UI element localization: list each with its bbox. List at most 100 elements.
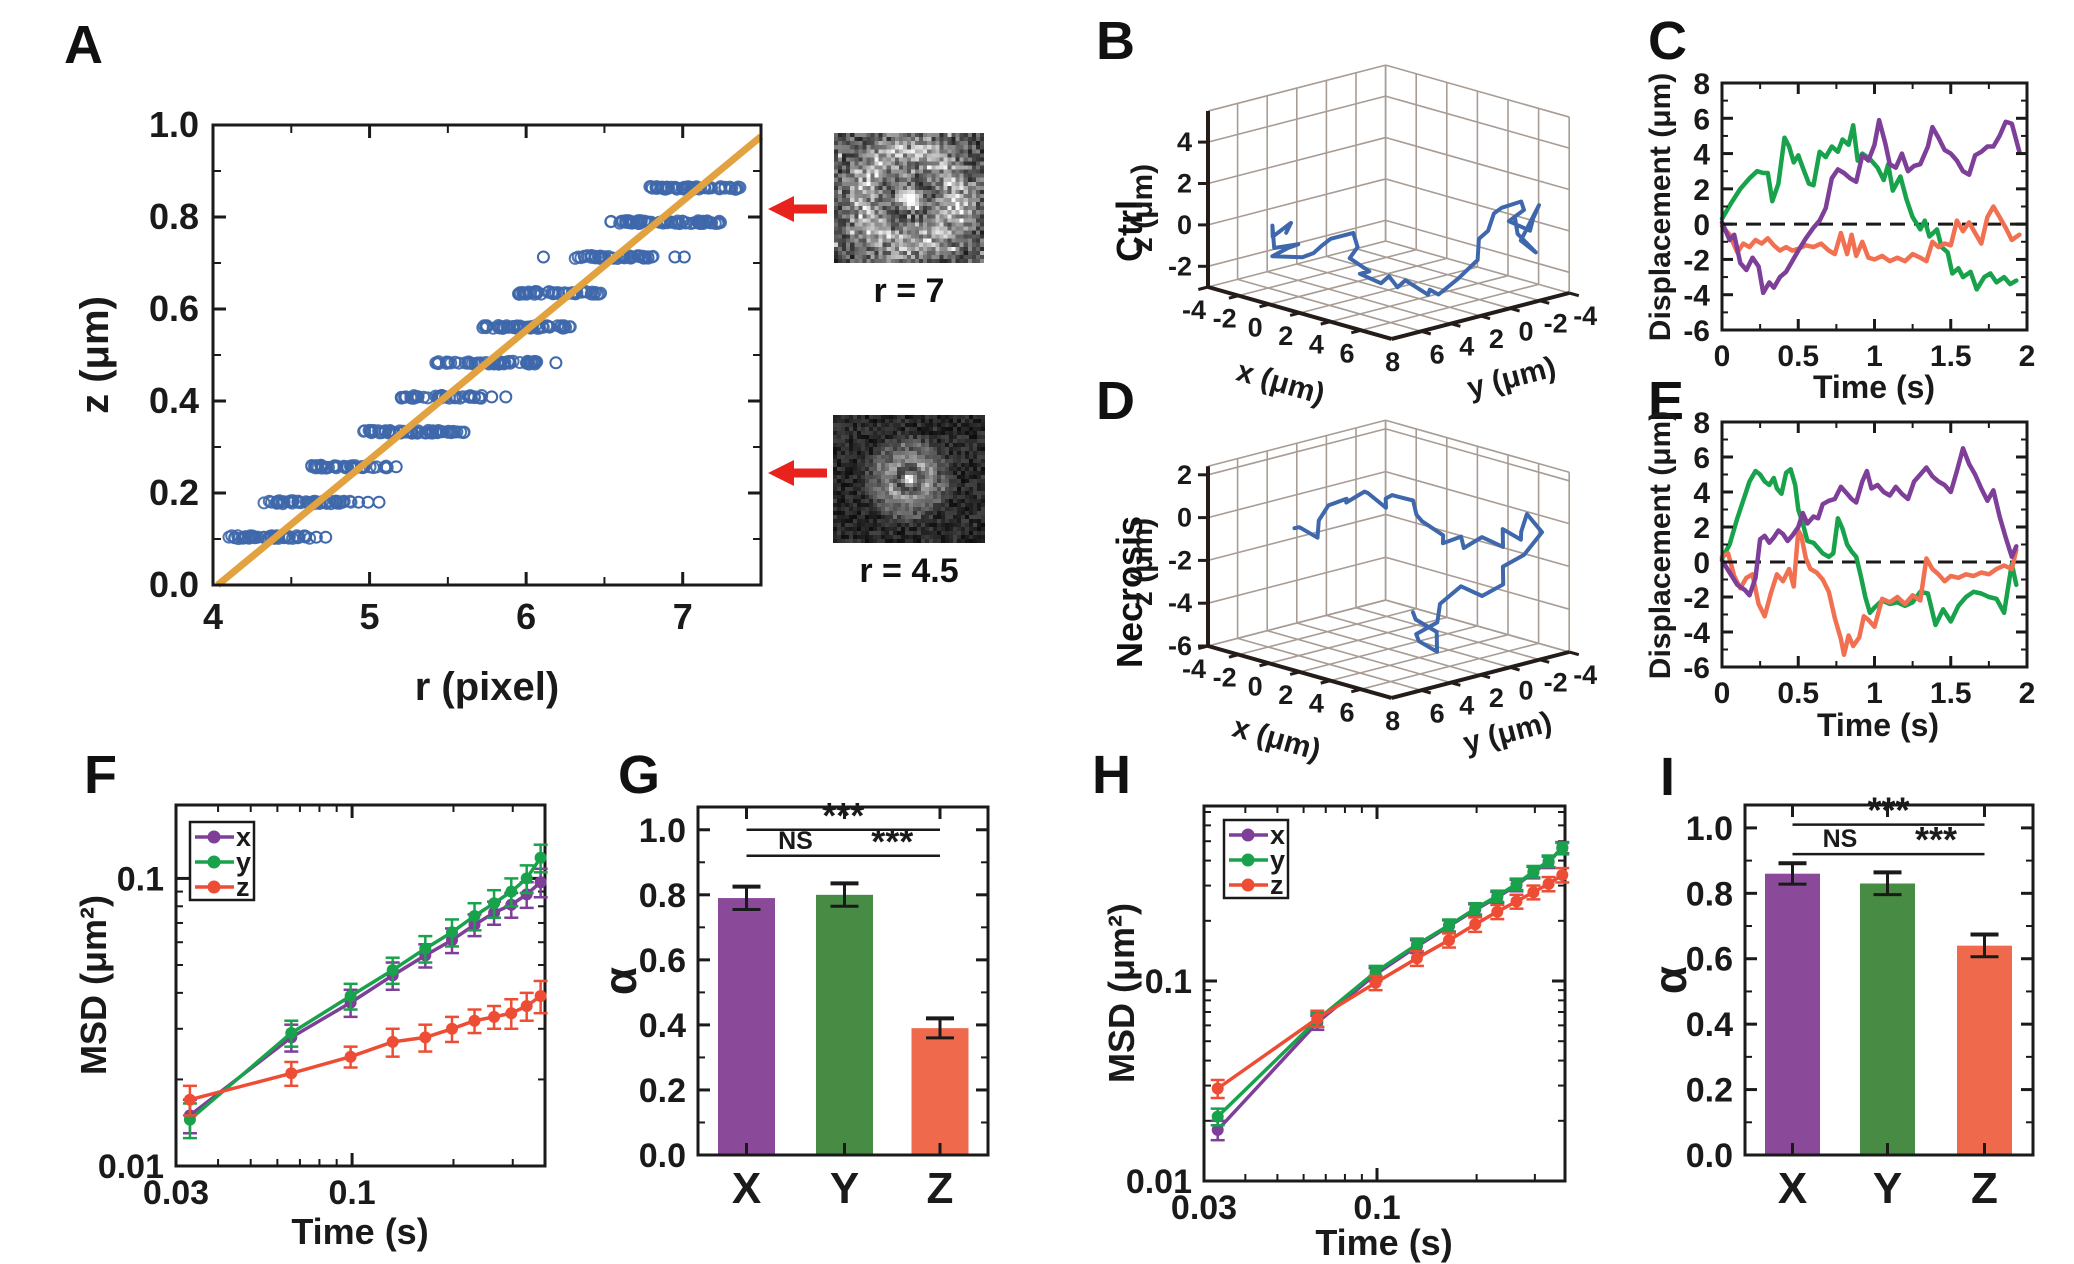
- svg-text:0.8: 0.8: [149, 196, 199, 237]
- svg-text:2: 2: [1693, 512, 1710, 545]
- svg-text:0.4: 0.4: [149, 380, 199, 421]
- svg-text:0: 0: [1693, 547, 1710, 580]
- inset-caption-r45: r = 4.5: [859, 552, 959, 590]
- svg-text:-2: -2: [1213, 304, 1237, 334]
- svg-text:4: 4: [1459, 332, 1474, 362]
- svg-text:0.4: 0.4: [1686, 1006, 1733, 1044]
- svg-text:4: 4: [1309, 689, 1324, 719]
- svg-text:0: 0: [1248, 671, 1263, 701]
- svg-text:0.1: 0.1: [1353, 1189, 1400, 1227]
- svg-text:Y: Y: [830, 1164, 859, 1213]
- svg-text:0.2: 0.2: [1686, 1072, 1733, 1110]
- panel-letter-c: C: [1648, 11, 1687, 71]
- svg-text:0: 0: [1177, 210, 1192, 240]
- svg-text:0.0: 0.0: [639, 1137, 686, 1175]
- svg-text:0.1: 0.1: [117, 860, 164, 898]
- svg-text:0.2: 0.2: [639, 1072, 686, 1110]
- svg-text:Time (s): Time (s): [291, 1211, 428, 1252]
- svg-text:2: 2: [1278, 680, 1293, 710]
- svg-text:-6: -6: [1168, 631, 1192, 661]
- svg-text:MSD (μm²): MSD (μm²): [73, 895, 114, 1075]
- svg-text:-2: -2: [1544, 309, 1568, 339]
- svg-text:***: ***: [1867, 790, 1909, 831]
- svg-text:8: 8: [1693, 68, 1710, 101]
- svg-text:0.03: 0.03: [1171, 1189, 1237, 1227]
- svg-text:Time (s): Time (s): [1817, 707, 1939, 743]
- svg-text:0.0: 0.0: [149, 564, 199, 605]
- svg-text:1.0: 1.0: [639, 812, 686, 850]
- svg-text:2: 2: [2019, 340, 2036, 373]
- svg-text:-4: -4: [1573, 660, 1597, 690]
- panel-letter-b: B: [1096, 11, 1135, 71]
- svg-text:MSD (μm²): MSD (μm²): [1101, 903, 1142, 1083]
- svg-text:***: ***: [871, 821, 913, 862]
- svg-text:X: X: [1778, 1164, 1807, 1213]
- panel-letter-d: D: [1096, 371, 1135, 431]
- svg-text:-2: -2: [1213, 663, 1237, 693]
- svg-text:8: 8: [1693, 407, 1710, 440]
- svg-text:r (pixel): r (pixel): [415, 665, 559, 709]
- svg-text:1: 1: [1866, 677, 1883, 710]
- svg-text:2: 2: [1177, 169, 1192, 199]
- svg-text:6: 6: [1339, 338, 1354, 368]
- svg-text:y: y: [236, 847, 251, 877]
- svg-text:x: x: [236, 822, 251, 852]
- panel-letter-a: A: [64, 15, 103, 75]
- svg-text:4: 4: [1309, 330, 1324, 360]
- svg-text:-4: -4: [1182, 295, 1206, 325]
- svg-text:-2: -2: [1168, 545, 1192, 575]
- svg-text:6: 6: [1693, 103, 1710, 136]
- svg-text:0.6: 0.6: [149, 288, 199, 329]
- svg-text:6: 6: [1339, 697, 1354, 727]
- svg-text:y: y: [1270, 845, 1285, 875]
- svg-text:4: 4: [1693, 477, 1710, 510]
- svg-text:-2: -2: [1683, 244, 1710, 277]
- svg-text:z: z: [1270, 870, 1284, 900]
- chart-calibration-scatter: 4 5 6 7 0.0 0.2 0.4 0.6 0.8 1.0 r (pixel) z (μm): [73, 104, 764, 709]
- svg-text:***: ***: [822, 795, 864, 836]
- svg-text:0: 0: [1177, 503, 1192, 533]
- chart-necrosis-alpha-bars: 0.0 0.2 0.4 0.6 0.8 1.0 X Y Zα *** NS ***: [1644, 790, 2035, 1213]
- svg-text:2: 2: [2019, 677, 2036, 710]
- panel-letter-i: I: [1660, 747, 1676, 807]
- svg-text:-2: -2: [1168, 251, 1192, 281]
- svg-text:6: 6: [1693, 442, 1710, 475]
- svg-text:-2: -2: [1683, 582, 1710, 615]
- svg-text:0: 0: [1518, 316, 1533, 346]
- psf-image-r7: [834, 133, 984, 263]
- svg-text:0.2: 0.2: [149, 472, 199, 513]
- svg-text:0.01: 0.01: [98, 1148, 164, 1186]
- svg-text:4: 4: [1459, 691, 1474, 721]
- psf-image-r45: [833, 415, 985, 543]
- svg-text:8: 8: [1385, 706, 1400, 736]
- svg-text:X: X: [732, 1164, 761, 1213]
- svg-text:x: x: [1270, 820, 1285, 850]
- svg-text:***: ***: [1915, 819, 1957, 860]
- svg-text:Displacement (μm): Displacement (μm): [1644, 411, 1677, 679]
- svg-text:5: 5: [360, 596, 380, 637]
- svg-text:2: 2: [1278, 321, 1293, 351]
- svg-text:6: 6: [1430, 698, 1445, 728]
- svg-text:0: 0: [1714, 677, 1731, 710]
- svg-text:0.5: 0.5: [1777, 677, 1819, 710]
- svg-text:0.0: 0.0: [1686, 1137, 1733, 1175]
- svg-text:0.6: 0.6: [1686, 941, 1733, 979]
- svg-text:Y: Y: [1873, 1164, 1902, 1213]
- svg-text:α: α: [1644, 966, 1696, 994]
- svg-text:2: 2: [1489, 324, 1504, 354]
- svg-text:1.5: 1.5: [1930, 677, 1972, 710]
- svg-text:0: 0: [1248, 312, 1263, 342]
- svg-text:1.0: 1.0: [149, 104, 199, 145]
- svg-text:1.5: 1.5: [1930, 340, 1972, 373]
- svg-text:-4: -4: [1182, 654, 1206, 684]
- chart-ctrl-alpha-bars: 0.0 0.2 0.4 0.6 0.8 1.0 X Y Zα *** NS ***: [594, 795, 990, 1213]
- svg-text:Z: Z: [1971, 1164, 1998, 1213]
- svg-text:NS: NS: [1823, 825, 1858, 853]
- svg-text:6: 6: [1430, 339, 1445, 369]
- red-arrow-top-icon: [768, 196, 827, 222]
